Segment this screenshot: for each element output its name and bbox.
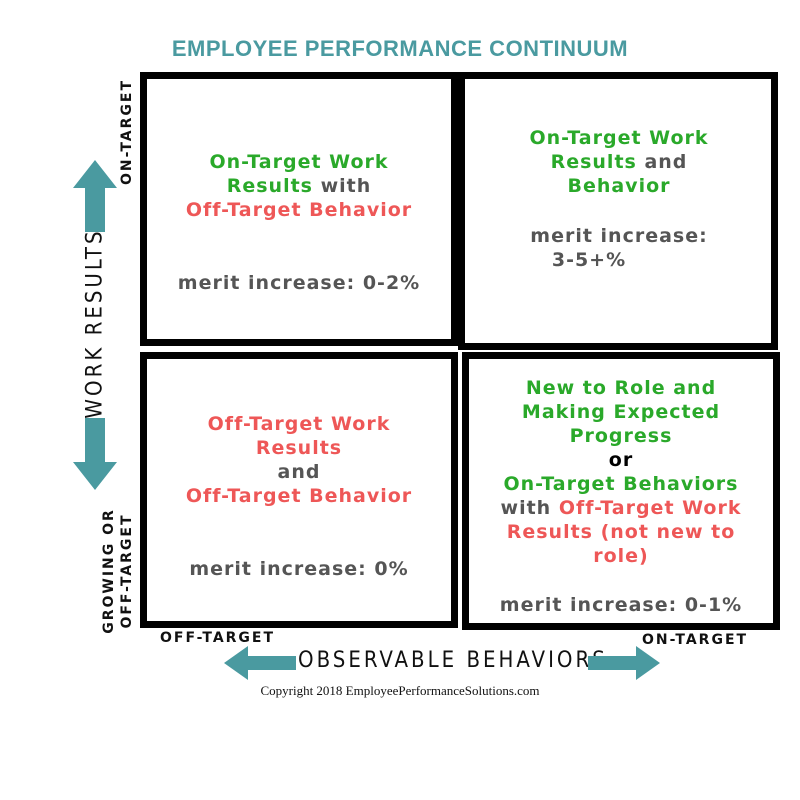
bottom-left-line2: Results	[255, 437, 343, 459]
y-axis-top-label: ON-TARGET	[119, 78, 135, 186]
x-axis-right-label: ON-TARGET	[642, 632, 749, 648]
x-axis-label: OBSERVABLE BEHAVIORS	[298, 648, 608, 673]
top-left-merit: merit increase: 0-2%	[177, 272, 421, 294]
top-left-line2a: Results	[226, 175, 313, 197]
quadrant-top-right	[458, 72, 778, 350]
bottom-right-line7: Results (not new to	[506, 521, 736, 543]
bottom-right-merit: merit increase: 0-1%	[499, 594, 743, 616]
diagram-title: EMPLOYEE PERFORMANCE CONTINUUM	[171, 36, 629, 61]
top-right-line2b: and	[636, 151, 688, 173]
arrow-left-icon	[224, 646, 296, 680]
x-axis-left-label: OFF-TARGET	[160, 630, 276, 646]
top-right-merit-line1: merit increase:	[530, 225, 708, 247]
x-axis-arrow-right	[588, 646, 660, 680]
quadrant-bottom-right	[462, 352, 780, 630]
y-axis-label: WORK RESULTS	[82, 228, 108, 419]
top-right-line1: On-Target Work	[529, 127, 709, 149]
top-right-merit: merit increase: 3-5+%	[466, 224, 772, 272]
x-axis-arrow-left	[224, 646, 296, 680]
bottom-left-line1: Off-Target Work	[207, 413, 391, 435]
bottom-right-line6a: with	[500, 497, 559, 519]
top-right-line2a: Results	[550, 151, 637, 173]
bottom-right-line3: Progress	[569, 425, 673, 447]
bottom-left-line4: Off-Target Behavior	[185, 485, 413, 507]
bottom-right-line6b: Off-Target Work	[558, 497, 742, 519]
top-right-description: On-Target Work Results and Behavior	[466, 126, 772, 198]
top-right-line3: Behavior	[567, 175, 671, 197]
bottom-left-line3: and	[277, 461, 321, 483]
bottom-right-line2: Making Expected	[521, 401, 721, 423]
bottom-right-description: New to Role and Making Expected Progress…	[470, 376, 772, 568]
copyright: Copyright 2018 EmployeePerformanceSoluti…	[260, 683, 540, 698]
bottom-right-line5: On-Target Behaviors	[503, 473, 739, 495]
top-left-line1: On-Target Work	[209, 151, 389, 173]
bottom-right-line4: or	[608, 449, 634, 471]
y-axis-bottom-label-line2: OFF-TARGET	[119, 513, 135, 629]
top-right-merit-line2: 3-5+%	[551, 249, 627, 271]
bottom-left-description: Off-Target Work Results and Off-Target B…	[150, 412, 448, 508]
top-left-line3: Off-Target Behavior	[185, 199, 413, 221]
arrow-down-icon	[73, 418, 117, 490]
y-axis-bottom-label-line1: GROWING OR	[101, 508, 117, 634]
top-left-description: On-Target Work Results with Off-Target B…	[150, 150, 448, 222]
bottom-right-line1: New to Role and	[525, 377, 717, 399]
arrow-up-icon	[73, 160, 117, 232]
bottom-left-merit: merit increase: 0%	[189, 558, 409, 580]
bottom-right-line8: role)	[593, 545, 649, 567]
quadrant-top-left	[140, 72, 458, 346]
top-left-line2b: with	[312, 175, 372, 197]
quadrant-bottom-left	[140, 352, 458, 628]
y-axis-arrows	[73, 160, 117, 490]
arrow-right-icon	[588, 646, 660, 680]
